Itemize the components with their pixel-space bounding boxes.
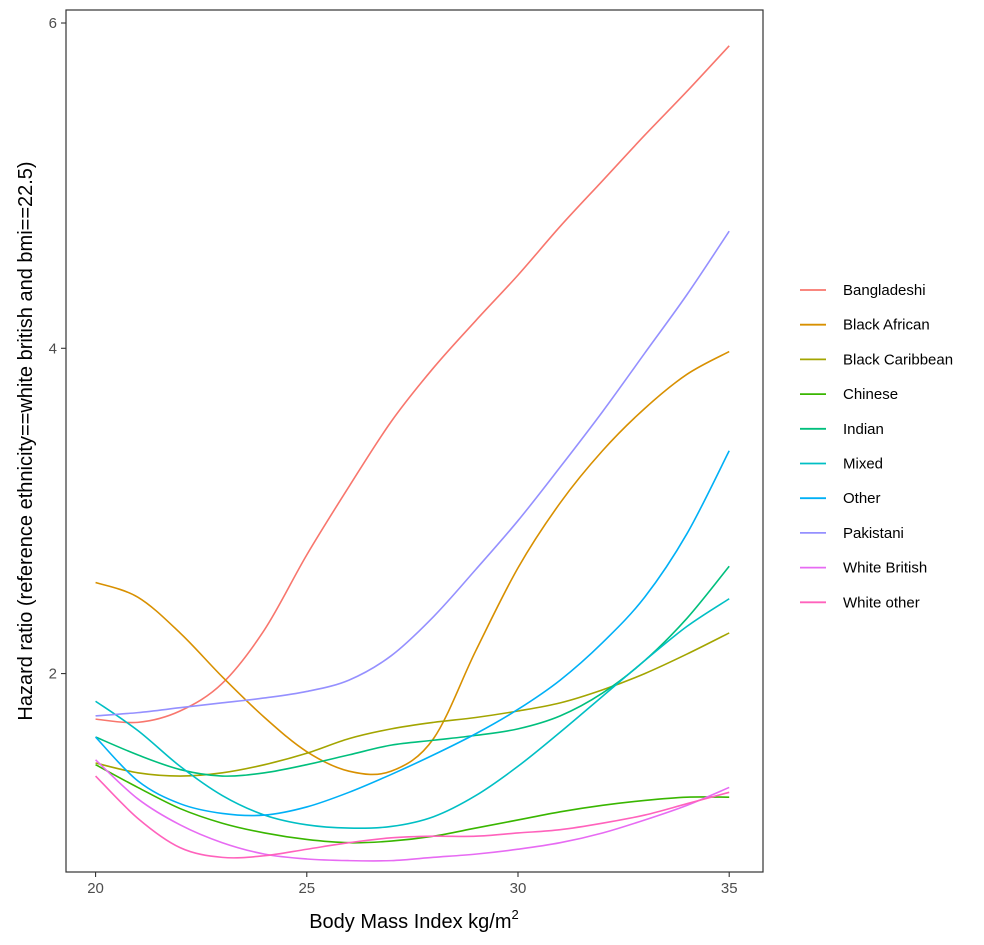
y-tick-label: 4: [49, 340, 57, 357]
legend-label-indian: Indian: [843, 421, 884, 438]
y-axis: 2 4 6: [49, 15, 66, 683]
legend-item-pakistani: Pakistani: [800, 525, 904, 542]
series-line-other: [94, 450, 730, 817]
series-line-pakistani: [95, 230, 730, 717]
x-axis-title: Body Mass Index kg/m2: [309, 907, 519, 933]
legend-label-white-other: White other: [843, 594, 920, 611]
x-tick-label: 30: [510, 880, 527, 897]
series-line-bangladeshi: [95, 45, 730, 724]
legend-item-white-other: White other: [800, 594, 920, 611]
series-line-white-british: [95, 759, 730, 862]
legend-item-chinese: Chinese: [800, 386, 898, 403]
legend-item-mixed: Mixed: [800, 456, 883, 473]
panel-background: [66, 10, 763, 872]
legend-item-other: Other: [800, 490, 881, 507]
x-axis-title-superscript: 2: [512, 907, 519, 922]
x-tick-label: 25: [298, 880, 315, 897]
legend-label-mixed: Mixed: [843, 456, 883, 473]
y-tick-label: 6: [49, 15, 57, 32]
legend-item-black-african: Black African: [800, 317, 930, 334]
legend-item-white-british: White British: [800, 560, 927, 577]
panel-border: [65, 9, 764, 873]
legend-item-black-caribbean: Black Caribbean: [800, 351, 953, 368]
legend-label-chinese: Chinese: [843, 386, 898, 403]
x-tick-label: 35: [721, 880, 738, 897]
y-tick-label: 2: [49, 666, 57, 683]
x-axis: 20 25 30 35: [87, 872, 738, 897]
series-layer: [94, 45, 730, 862]
y-axis-title: Hazard ratio (reference ethnicity==white…: [15, 161, 37, 720]
legend: Bangladeshi Black African Black Caribbean C…: [800, 282, 953, 611]
series-line-chinese: [95, 763, 730, 844]
legend-item-bangladeshi: Bangladeshi: [800, 282, 926, 299]
legend-label-black-african: Black African: [843, 317, 930, 334]
legend-label-other: Other: [843, 490, 881, 507]
legend-label-bangladeshi: Bangladeshi: [843, 282, 926, 299]
x-tick-label: 20: [87, 880, 104, 897]
series-line-mixed: [95, 598, 730, 830]
series-line-black-caribbean: [95, 632, 730, 777]
legend-label-white-british: White British: [843, 560, 927, 577]
x-axis-title-text: Body Mass Index kg/m: [309, 911, 511, 933]
series-line-black-african: [95, 350, 730, 776]
legend-label-pakistani: Pakistani: [843, 525, 904, 542]
legend-item-indian: Indian: [800, 421, 884, 438]
legend-label-black-caribbean: Black Caribbean: [843, 351, 953, 368]
series-line-white-other: [95, 775, 730, 859]
